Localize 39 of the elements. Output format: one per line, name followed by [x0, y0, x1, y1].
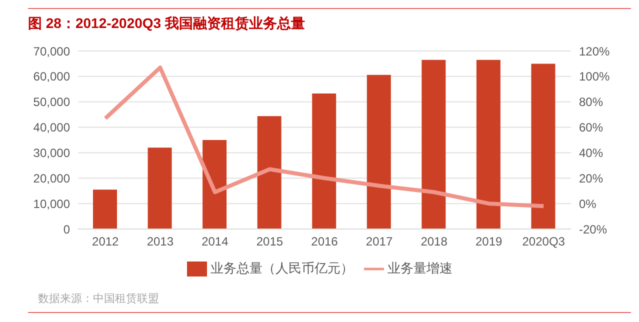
chart-title: 图 28：2012-2020Q3 我国融资租赁业务总量 — [28, 8, 631, 41]
x-tick-label: 2020Q3 — [522, 234, 566, 249]
bar — [257, 116, 282, 229]
y-tick-label: 10,000 — [33, 196, 70, 211]
bar — [93, 190, 117, 229]
y-tick-label: 30,000 — [33, 146, 70, 160]
bar — [148, 148, 172, 229]
y-tick-label: 40,000 — [33, 120, 70, 135]
y2-tick-label: 0% — [579, 196, 597, 211]
line-series — [103, 66, 546, 208]
source-note: 数据来源：中国租赁联盟 — [38, 292, 160, 306]
x-tick-label: 2013 — [146, 234, 174, 249]
y-tick-label: 20,000 — [33, 171, 70, 186]
y2-tick-label: 40% — [579, 146, 604, 160]
y-tick-label: 50,000 — [33, 95, 70, 110]
bar — [422, 60, 446, 229]
y2-tick-label: -20% — [579, 222, 608, 236]
y2-tick-label: 120% — [579, 44, 610, 58]
x-tick-label: 2018 — [420, 234, 448, 249]
y-tick-label: 70,000 — [33, 44, 70, 58]
x-tick-label: 2012 — [92, 234, 120, 249]
x-tick-label: 2015 — [256, 234, 284, 249]
y2-tick-label: 100% — [579, 70, 610, 84]
bar — [531, 64, 556, 229]
y-tick-label: 60,000 — [33, 70, 70, 84]
x-tick-label: 2016 — [311, 234, 338, 249]
bar — [476, 60, 500, 229]
bar — [202, 140, 227, 229]
y2-tick-label: 80% — [579, 95, 604, 110]
y2-tick-label: 20% — [579, 171, 604, 186]
bar — [312, 93, 336, 229]
x-tick-label: 2014 — [202, 234, 229, 249]
x-tick-label: 2019 — [475, 234, 503, 249]
y2-tick-label: 60% — [579, 120, 604, 135]
y-tick-label: 0 — [63, 222, 70, 236]
bar — [366, 74, 391, 229]
legend-label: 业务总量（人民币亿元） — [210, 260, 354, 276]
legend-label: 业务量增速 — [388, 260, 452, 276]
x-tick-label: 2017 — [366, 234, 393, 249]
